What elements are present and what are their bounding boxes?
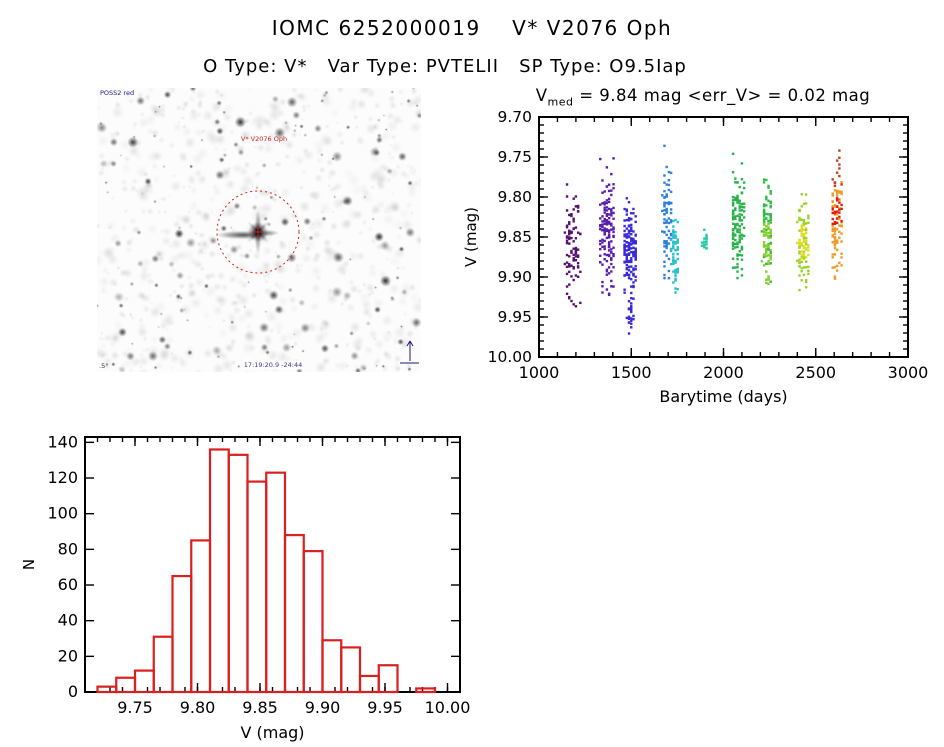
svg-text:9.80: 9.80 bbox=[497, 188, 532, 206]
lightcurve-title-rest: = 9.84 mag <err_V> = 0.02 mag bbox=[573, 86, 871, 105]
tick-labels: 1000 1500 2000 2500 3000 9.70 9.75 9.80 9.85 9.90… bbox=[488, 110, 929, 382]
histogram-bar bbox=[133, 669, 155, 694]
svg-text:V (mag): V (mag) bbox=[462, 207, 480, 267]
histogram-bar bbox=[227, 453, 249, 694]
page-title: IOMC 6252000019 V* V2076 Oph bbox=[271, 16, 673, 40]
lightcurve-title: Vmed = 9.84 mag <err_V> = 0.02 mag bbox=[462, 86, 944, 108]
star-field-image bbox=[97, 88, 421, 372]
svg-text:N: N bbox=[20, 559, 38, 570]
coordinates-label: 17:19:20.9 -24:44 bbox=[241, 361, 305, 369]
svg-text:9.80: 9.80 bbox=[180, 698, 216, 717]
svg-text:1500: 1500 bbox=[611, 363, 652, 382]
svg-text:9.85: 9.85 bbox=[497, 228, 532, 246]
histogram-bar bbox=[415, 687, 437, 694]
svg-text:Barytime (days): Barytime (days) bbox=[659, 387, 787, 406]
field-size-label: .5° bbox=[99, 362, 109, 370]
histogram-bar bbox=[190, 539, 212, 694]
svg-text:V (mag): V (mag) bbox=[240, 723, 304, 742]
svg-text:10.00: 10.00 bbox=[425, 698, 471, 717]
svg-text:3000: 3000 bbox=[888, 363, 929, 382]
histogram-bar bbox=[208, 448, 230, 694]
finder-overlay bbox=[216, 190, 419, 364]
svg-text:40: 40 bbox=[58, 611, 78, 630]
target-name-label: V* V2076 Oph bbox=[240, 135, 288, 143]
compass-icon bbox=[400, 340, 419, 364]
histogram-bar bbox=[340, 646, 362, 694]
histogram-bar bbox=[321, 639, 343, 694]
survey-label: POSS2 red bbox=[100, 89, 135, 97]
histogram-bar bbox=[377, 664, 399, 694]
axis-titles: Barytime (days) V (mag) bbox=[462, 207, 788, 406]
histogram-bar bbox=[265, 471, 287, 694]
svg-text:60: 60 bbox=[58, 575, 78, 594]
histogram-bars bbox=[96, 448, 437, 694]
histogram-plot: 9.75 9.80 9.85 9.90 9.95 10.00 0 20 40 60 80 100 120… bbox=[20, 432, 470, 742]
svg-text:9.70: 9.70 bbox=[497, 110, 532, 126]
histogram-bar bbox=[302, 550, 324, 694]
svg-text:9.95: 9.95 bbox=[367, 698, 403, 717]
lightcurve-points bbox=[563, 144, 843, 335]
plot-axes bbox=[538, 116, 909, 358]
svg-text:80: 80 bbox=[58, 539, 78, 558]
page-subtitle: O Type: V* Var Type: PVTELII SP Type: O9… bbox=[203, 56, 687, 77]
histogram-bar bbox=[152, 635, 174, 694]
svg-text:0: 0 bbox=[68, 682, 78, 701]
svg-text:100: 100 bbox=[47, 504, 78, 523]
lightcurve-plot: 1000 1500 2000 2500 3000 9.70 9.75 9.80 9.85 9.90… bbox=[462, 110, 929, 406]
finder-chart: POSS2 red V* V2076 Oph .5° 17:19:20.9 -2… bbox=[97, 88, 421, 372]
lightcurve-title-v: V bbox=[535, 86, 548, 105]
plot-axes bbox=[84, 436, 461, 693]
target-aperture-circle bbox=[216, 190, 300, 274]
svg-text:9.95: 9.95 bbox=[497, 308, 532, 326]
svg-text:9.75: 9.75 bbox=[117, 698, 153, 717]
svg-text:120: 120 bbox=[47, 468, 78, 487]
svg-text:2000: 2000 bbox=[703, 363, 744, 382]
histogram-bar bbox=[115, 676, 137, 694]
svg-text:9.90: 9.90 bbox=[305, 698, 341, 717]
svg-text:9.85: 9.85 bbox=[242, 698, 278, 717]
histogram-bar bbox=[171, 574, 193, 694]
lightcurve-title-sub: med bbox=[547, 95, 574, 109]
histogram-bar bbox=[96, 685, 118, 694]
target-cross-icon bbox=[252, 226, 264, 238]
histogram-bar bbox=[283, 533, 305, 694]
svg-text:9.90: 9.90 bbox=[497, 268, 532, 286]
svg-text:20: 20 bbox=[58, 646, 78, 665]
svg-text:140: 140 bbox=[47, 432, 78, 451]
axis-titles: V (mag) N bbox=[20, 559, 305, 742]
svg-text:1000: 1000 bbox=[519, 363, 560, 382]
svg-text:10.00: 10.00 bbox=[488, 348, 532, 366]
histogram-bar bbox=[358, 674, 380, 694]
svg-text:2500: 2500 bbox=[795, 363, 836, 382]
tick-labels: 9.75 9.80 9.85 9.90 9.95 10.00 0 20 40 60 80 100 120… bbox=[47, 432, 470, 717]
svg-text:9.75: 9.75 bbox=[497, 148, 532, 166]
histogram-bar bbox=[246, 480, 268, 694]
